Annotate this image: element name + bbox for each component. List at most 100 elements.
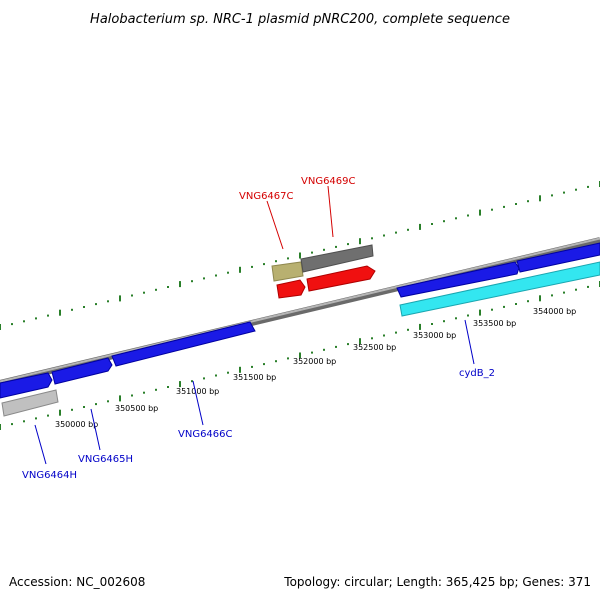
minor-tick: [71, 408, 73, 411]
major-tick: [59, 309, 61, 316]
major-tick: [479, 309, 481, 316]
minor-tick: [575, 188, 577, 191]
tick-label: 353500 bp: [473, 319, 516, 328]
minor-tick: [35, 417, 37, 420]
minor-tick: [443, 320, 445, 323]
minor-tick: [83, 306, 85, 308]
minor-tick: [47, 414, 49, 417]
minor-tick: [251, 365, 253, 368]
minor-tick: [167, 286, 169, 288]
gene-vng6466c[interactable]: [111, 321, 256, 367]
minor-tick: [383, 234, 385, 237]
major-tick: [299, 252, 301, 259]
gene-blue-forward-2[interactable]: [516, 242, 600, 273]
minor-tick: [155, 288, 157, 291]
minor-tick: [503, 305, 505, 308]
minor-tick: [383, 334, 385, 337]
tick-label: 351000 bp: [176, 387, 219, 396]
minor-tick: [35, 317, 37, 320]
gene-khaki[interactable]: [271, 261, 304, 282]
major-tick: [539, 295, 541, 302]
gene-cydb-2[interactable]: [399, 261, 600, 317]
minor-tick: [515, 303, 517, 305]
major-tick: [239, 266, 241, 273]
minor-tick: [371, 337, 373, 340]
minor-tick: [71, 308, 73, 311]
gene-vng6469c-gray[interactable]: [300, 244, 374, 273]
outer-tick-track: [0, 181, 600, 330]
label-vng6466c[interactable]: VNG6466C: [178, 429, 233, 440]
gene-vng6465h[interactable]: [51, 357, 113, 385]
label-cydb-2[interactable]: cydB_2: [459, 368, 495, 379]
tick-label: 350500 bp: [115, 404, 158, 413]
minor-tick: [335, 345, 337, 348]
minor-tick: [287, 357, 289, 360]
minor-tick: [215, 274, 217, 277]
minor-tick: [311, 351, 313, 354]
minor-tick: [563, 191, 565, 194]
minor-tick: [191, 380, 193, 383]
minor-tick: [455, 317, 457, 320]
reverse-genes: [0, 321, 256, 417]
minor-tick: [227, 371, 229, 374]
minor-tick: [107, 400, 109, 403]
scale-labels: 350000 bp 350500 bp 351000 bp 351500 bp …: [55, 307, 576, 429]
minor-tick: [347, 343, 349, 346]
minor-tick: [371, 237, 373, 240]
gene-blue-reverse-1[interactable]: [0, 372, 53, 399]
major-tick: [359, 338, 361, 345]
minor-tick: [143, 291, 145, 294]
minor-tick: [23, 420, 25, 423]
gene-vng6464h-silver[interactable]: [1, 389, 59, 417]
label-vng6467c[interactable]: VNG6467C: [239, 191, 294, 202]
gene-blue-forward-1[interactable]: [396, 261, 520, 298]
minor-tick: [527, 300, 529, 303]
major-tick: [479, 209, 481, 216]
major-tick: [239, 366, 241, 373]
minor-tick: [407, 328, 409, 331]
accession-text: Accession: NC_002608: [9, 575, 145, 589]
minor-tick: [467, 314, 469, 317]
minor-tick: [323, 248, 325, 251]
minor-tick: [167, 386, 169, 388]
minor-tick: [575, 288, 577, 291]
minor-tick: [491, 308, 493, 311]
minor-tick: [47, 314, 49, 317]
minor-tick: [491, 208, 493, 211]
label-vng6469c[interactable]: VNG6469C: [301, 176, 356, 187]
minor-tick: [215, 374, 217, 377]
minor-tick: [407, 228, 409, 231]
minor-tick: [563, 291, 565, 294]
minor-tick: [203, 377, 205, 380]
major-tick: [119, 395, 121, 402]
tick-label: 352500 bp: [353, 343, 396, 352]
minor-tick: [143, 391, 145, 394]
minor-tick: [443, 220, 445, 223]
minor-tick: [551, 194, 553, 197]
tick-label: 352000 bp: [293, 357, 336, 366]
major-tick: [299, 352, 301, 359]
label-vng6465h[interactable]: VNG6465H: [78, 454, 133, 465]
minor-tick: [287, 257, 289, 260]
minor-tick: [83, 406, 85, 408]
inner-tick-track: [0, 281, 600, 430]
minor-tick: [95, 303, 97, 306]
label-vng6464h[interactable]: VNG6464H: [22, 470, 77, 481]
gene-red-large[interactable]: [306, 265, 376, 292]
minor-tick: [431, 223, 433, 225]
map-title: Halobacterium sp. NRC-1 plasmid pNRC200,…: [90, 12, 510, 27]
major-tick: [419, 223, 421, 230]
major-tick: [59, 409, 61, 416]
minor-tick: [515, 203, 517, 205]
minor-tick: [95, 403, 97, 406]
gene-red-small[interactable]: [276, 279, 306, 299]
minor-tick: [467, 214, 469, 217]
top-gene-labels: VNG6467C VNG6469C: [239, 176, 356, 250]
minor-tick: [323, 348, 325, 351]
tick-label: 351500 bp: [233, 373, 276, 382]
minor-tick: [395, 331, 397, 334]
minor-tick: [455, 217, 457, 220]
minor-tick: [275, 360, 277, 363]
